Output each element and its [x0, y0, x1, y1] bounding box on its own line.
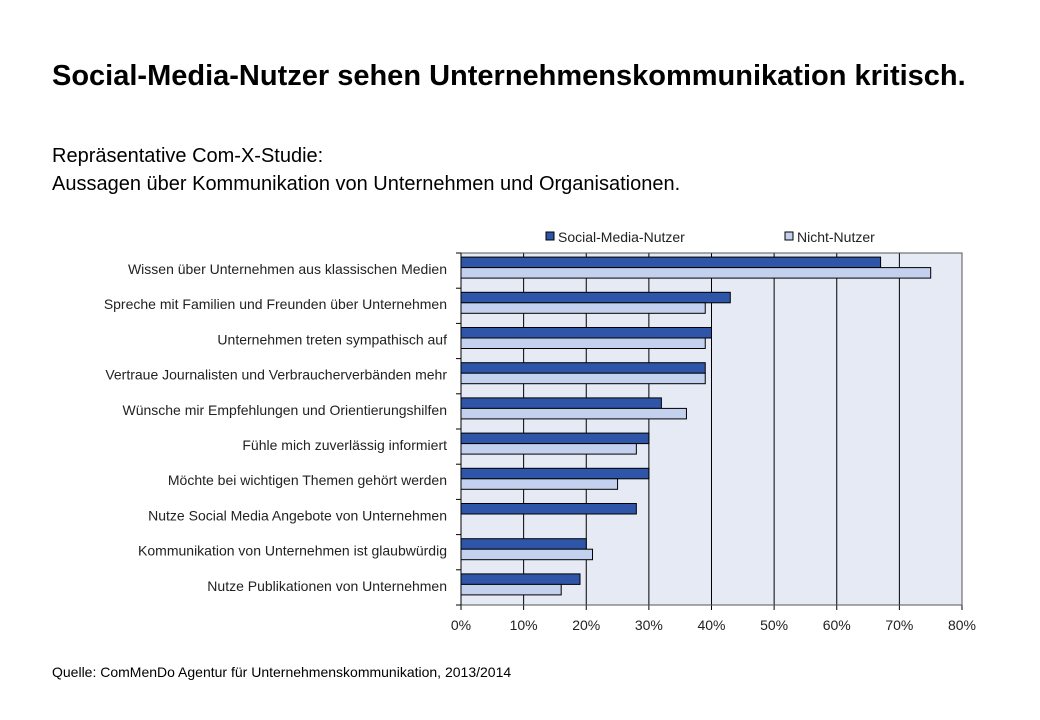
x-tick-label: 60%	[823, 617, 851, 633]
bar-social-media-nutzer	[460, 503, 637, 515]
bar-social-media-nutzer	[460, 291, 731, 304]
page-title: Social-Media-Nutzer sehen Unternehmensko…	[52, 60, 966, 92]
category-label: Wünsche mir Empfehlungen und Orientierun…	[122, 402, 447, 418]
category-label: Wissen über Unternehmen aus klassischen …	[128, 261, 447, 277]
bar-nicht-nutzer	[460, 478, 619, 490]
category-label: Vertraue Journalisten und Verbraucherver…	[105, 367, 447, 383]
bar-social-media-nutzer	[460, 397, 662, 409]
bar-nicht-nutzer	[460, 372, 706, 385]
legend-swatch	[545, 231, 555, 241]
bar-social-media-nutzer	[460, 432, 650, 445]
bar-nicht-nutzer	[460, 443, 637, 455]
legend-label: Social-Media-Nutzer	[558, 229, 685, 245]
x-tick-label: 40%	[697, 617, 725, 633]
legend-label: Nicht-Nutzer	[797, 229, 875, 245]
x-tick-label: 70%	[885, 617, 913, 633]
bar-social-media-nutzer	[460, 573, 581, 585]
bar-nicht-nutzer	[460, 407, 687, 420]
x-tick-label: 0%	[451, 617, 471, 633]
source-note: Quelle: ComMenDo Agentur für Unternehmen…	[52, 664, 512, 680]
x-tick-label: 80%	[948, 617, 976, 633]
bar-social-media-nutzer	[460, 256, 882, 269]
bar-nicht-nutzer	[460, 302, 706, 314]
category-label: Möchte bei wichtigen Themen gehört werde…	[168, 472, 447, 488]
bar-nicht-nutzer	[460, 548, 594, 561]
subtitle-line-2: Aussagen über Kommunikation von Unterneh…	[52, 173, 681, 195]
category-label: Fühle mich zuverlässig informiert	[242, 437, 447, 453]
subtitle: Repräsentative Com-X-Studie: Aussagen üb…	[52, 142, 680, 198]
subtitle-line-1: Repräsentative Com-X-Studie:	[52, 145, 324, 167]
x-tick-label: 50%	[760, 617, 788, 633]
x-tick-label: 10%	[510, 617, 538, 633]
category-label: Nutze Social Media Angebote von Unterneh…	[148, 507, 447, 523]
bar-social-media-nutzer	[460, 362, 706, 374]
bar-social-media-nutzer	[460, 467, 650, 480]
category-label: Kommunikation von Unternehmen ist glaubw…	[138, 543, 447, 559]
x-tick-label: 30%	[635, 617, 663, 633]
category-label: Unternehmen treten sympathisch auf	[217, 331, 447, 347]
bar-nicht-nutzer	[460, 337, 706, 349]
category-label: Spreche mit Familien und Freunden über U…	[104, 296, 447, 312]
x-tick-label: 20%	[572, 617, 600, 633]
bar-social-media-nutzer	[460, 327, 712, 339]
bar-nicht-nutzer	[460, 583, 562, 596]
legend-swatch	[784, 231, 794, 241]
bar-nicht-nutzer	[460, 267, 932, 279]
bar-social-media-nutzer	[460, 538, 587, 550]
category-label: Nutze Publikationen von Unternehmen	[207, 578, 447, 594]
